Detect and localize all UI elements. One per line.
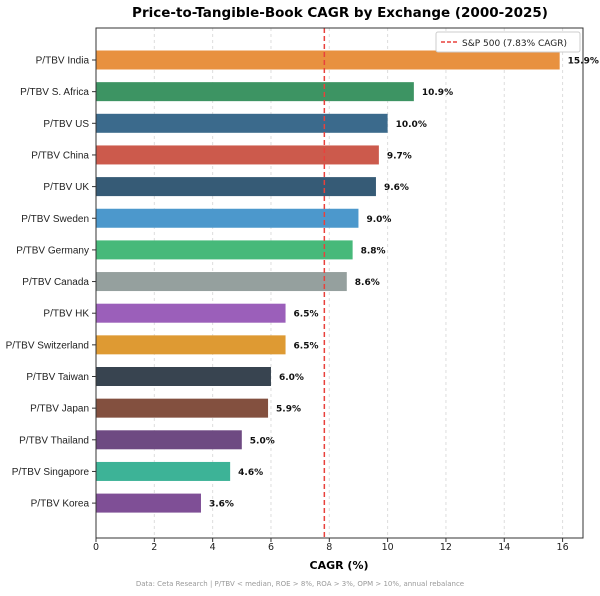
bar [96, 50, 560, 70]
bar [96, 303, 286, 323]
legend: S&P 500 (7.83% CAGR) [435, 31, 581, 53]
value-label: 10.0% [396, 120, 427, 130]
x-tick-label: 0 [93, 542, 99, 553]
bar [96, 461, 231, 481]
value-label: 6.5% [294, 310, 319, 320]
x-ticks: 0 2 4 6 8 10 12 14 16 [93, 538, 569, 553]
y-tick-label: P/TBV Canada [22, 277, 89, 288]
plot-frame [95, 27, 584, 539]
legend-label: S&P 500 (7.83% CAGR) [462, 39, 567, 49]
bar [96, 82, 414, 102]
bar [96, 335, 286, 355]
value-label: 10.9% [422, 88, 453, 98]
value-label: 3.6% [209, 500, 234, 510]
bar [96, 398, 269, 418]
x-tick-label: 6 [268, 542, 274, 553]
bar [96, 240, 353, 260]
y-tick-label: P/TBV Japan [30, 404, 89, 415]
value-label: 4.6% [238, 468, 263, 478]
x-tick-label: 8 [326, 542, 332, 553]
y-tick-label: P/TBV Thailand [19, 435, 89, 446]
value-label: 6.0% [279, 373, 304, 383]
x-tick-label: 16 [557, 542, 569, 553]
value-label: 9.7% [387, 151, 412, 161]
bar [96, 367, 271, 386]
y-tick-label: P/TBV Switzerland [6, 340, 89, 351]
bar [96, 177, 376, 197]
y-tick-label: P/TBV Korea [31, 499, 90, 510]
x-tick-label: 2 [151, 542, 157, 553]
value-label: 9.6% [384, 183, 409, 193]
y-tick-label: P/TBV Singapore [12, 467, 90, 478]
y-tick-label: P/TBV Germany [16, 245, 89, 256]
bar [96, 145, 379, 165]
value-label: 8.6% [355, 278, 380, 288]
bar [96, 272, 347, 292]
y-tick-label: P/TBV S. Africa [20, 87, 89, 98]
y-tick-label: P/TBV Taiwan [26, 372, 89, 383]
y-tick-label: P/TBV HK [43, 309, 89, 320]
x-axis-label: CAGR (%) [310, 559, 369, 572]
bar [96, 493, 201, 513]
y-tick-label: P/TBV China [31, 150, 89, 161]
x-tick-label: 12 [440, 542, 452, 553]
value-label: 5.9% [276, 405, 301, 415]
value-label: 5.0% [250, 436, 275, 446]
bar [96, 113, 388, 133]
y-tick-label: P/TBV US [43, 119, 89, 130]
y-tick-labels: P/TBV India P/TBV S. Africa P/TBV US P/TBV … [6, 56, 96, 510]
value-label: 6.5% [294, 341, 319, 351]
bar [96, 208, 359, 228]
y-tick-label: P/TBV India [36, 56, 90, 67]
bar [96, 430, 242, 450]
footnote: Data: Ceta Research | P/TBV < median, RO… [136, 580, 464, 588]
y-tick-label: P/TBV Sweden [21, 214, 89, 225]
chart-title: Price-to-Tangible-Book CAGR by Exchange … [132, 5, 548, 21]
x-tick-label: 4 [210, 542, 216, 553]
x-tick-label: 14 [498, 542, 510, 553]
value-label: 9.0% [366, 215, 391, 225]
x-tick-label: 10 [382, 542, 394, 553]
bars [96, 50, 560, 513]
y-tick-label: P/TBV UK [43, 182, 89, 193]
value-label: 8.8% [361, 246, 386, 256]
